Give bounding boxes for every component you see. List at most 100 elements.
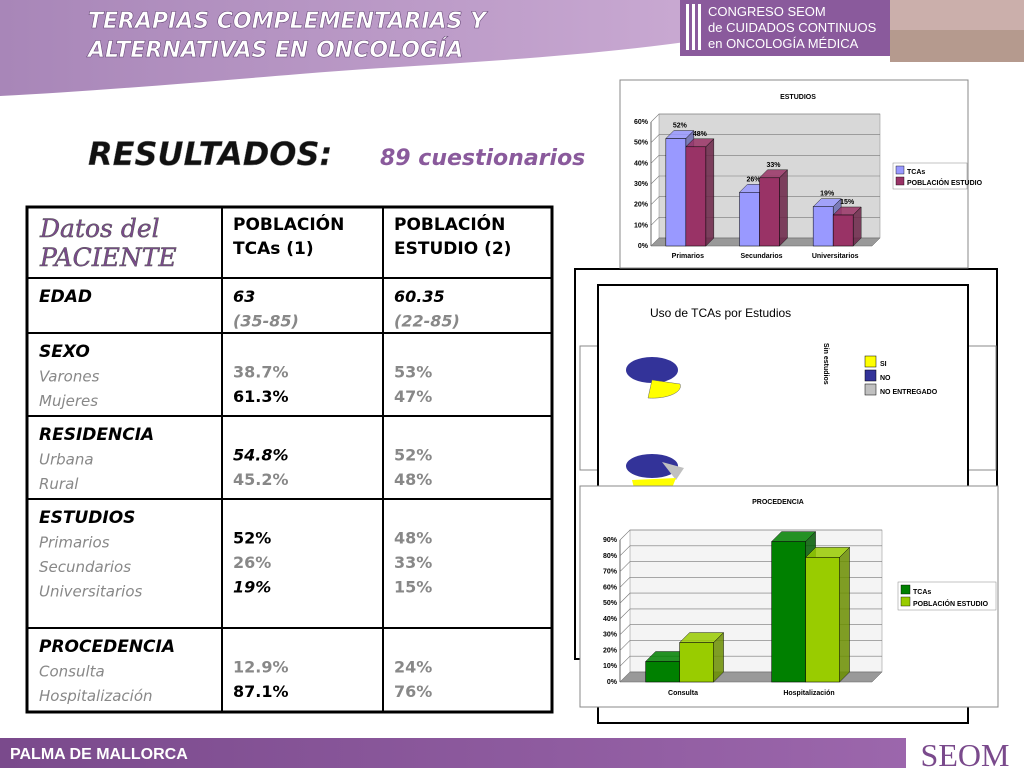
- row-item: Urbana: [39, 451, 94, 469]
- cell-value: 48%: [394, 529, 432, 548]
- row-item: Primarios: [39, 534, 110, 552]
- chart-title: Uso de TCAs por Estudios: [650, 306, 791, 320]
- legend-box: [897, 581, 997, 611]
- y-tick-label: 60%: [634, 119, 649, 126]
- header-title: TERAPIAS COMPLEMENTARIAS Y: [88, 9, 488, 34]
- bar: [679, 642, 714, 683]
- footer-bar: [0, 738, 1024, 768]
- y-tick-label: 20%: [634, 202, 649, 209]
- cell-value: 52%: [394, 446, 432, 465]
- bar-side: [779, 169, 788, 247]
- data-label: 48%: [693, 131, 708, 138]
- chart-title: ESTUDIOS: [780, 94, 816, 101]
- legend-swatch: [864, 355, 877, 368]
- congress-text: CONGRESO SEOM: [708, 4, 826, 19]
- cell-value: 53%: [394, 363, 432, 382]
- cell-value: 76%: [394, 682, 432, 701]
- bar-side: [705, 138, 715, 247]
- grid-line: [650, 196, 880, 205]
- row-item: Hospitalización: [39, 687, 153, 705]
- grid-line: [650, 134, 880, 143]
- grid-line: [619, 529, 882, 541]
- legend-label: POBLACIÓN ESTUDIO: [913, 599, 989, 608]
- bar: [645, 661, 680, 683]
- row-label: EDAD: [39, 287, 92, 307]
- x-tick-label: Universitarios: [812, 253, 859, 260]
- legend-box: [892, 162, 968, 190]
- bar: [739, 192, 760, 247]
- results-subtitle: 89 cuestionarios: [380, 146, 585, 171]
- header-title: ALTERNATIVAS EN ONCOLOGÍA: [86, 37, 463, 63]
- header-cell: TCAs (1): [233, 239, 314, 259]
- cell-value: 15%: [394, 578, 432, 597]
- row-item: Varones: [39, 368, 100, 386]
- header-cell: POBLACIÓN: [233, 213, 344, 235]
- x-tick-label: Hospitalización: [783, 690, 834, 697]
- cell-value: 52%: [233, 529, 271, 548]
- x-tick-label: Primarios: [672, 253, 704, 260]
- congress-text: de CUIDADOS CONTINUOS: [708, 20, 877, 35]
- legend-swatch: [864, 383, 877, 396]
- grid-line: [650, 237, 880, 247]
- legend-swatch: [900, 596, 911, 607]
- legend-label: SI: [880, 361, 887, 368]
- y-tick-label: 50%: [634, 140, 649, 147]
- legend-label: POBLACIÓN ESTUDIO: [907, 178, 983, 187]
- grid-line: [650, 217, 880, 226]
- header-cell: Datos del: [39, 214, 160, 243]
- charts: ESTUDIOS 0% 10% 20% 30% 40% 50% 60% Primarios 52%…: [603, 94, 997, 697]
- cell-value: 26%: [233, 553, 271, 572]
- footer-logo-bg: [906, 738, 1024, 768]
- row-item: Secundarios: [39, 558, 131, 576]
- data-label: 52%: [673, 123, 688, 130]
- x-tick-label: Secundarios: [740, 253, 782, 260]
- tree-blossom: [890, 0, 1024, 30]
- cell-value: 61.3%: [233, 387, 289, 406]
- legend-label: TCAs: [913, 589, 931, 596]
- logo-bar: [698, 4, 701, 50]
- bar: [759, 177, 780, 247]
- row-item: Consulta: [39, 663, 105, 681]
- grid-line: [650, 113, 880, 123]
- logo-bar: [686, 4, 689, 50]
- header-cell: POBLACIÓN: [394, 213, 505, 235]
- y-tick-label: 70%: [603, 569, 618, 576]
- data-label: 19%: [820, 191, 835, 198]
- header-cell: PACIENTE: [39, 243, 177, 272]
- logo-bar: [692, 4, 695, 50]
- legend-label: TCAs: [907, 169, 925, 176]
- y-tick-label: 40%: [603, 616, 618, 623]
- y-tick-label: 30%: [634, 181, 649, 188]
- bar: [805, 557, 840, 683]
- bar: [665, 138, 687, 247]
- legend-swatch: [864, 369, 877, 382]
- cell-value: (35-85): [233, 312, 299, 331]
- cell-value: 12.9%: [233, 658, 289, 677]
- pie-slice: [626, 357, 678, 383]
- data-label: 33%: [766, 162, 781, 169]
- x-tick-label: Consulta: [668, 690, 698, 697]
- data-label: 15%: [840, 199, 855, 206]
- legend-swatch: [895, 165, 905, 175]
- row-label: RESIDENCIA: [39, 425, 154, 445]
- row-item: Universitarios: [39, 583, 142, 601]
- cell-value: 45.2%: [233, 470, 289, 489]
- cell-value: 33%: [394, 553, 432, 572]
- bar: [812, 206, 834, 247]
- chart-title: PROCEDENCIA: [752, 499, 804, 506]
- footer-logo: SEOM: [921, 737, 1010, 768]
- y-tick-label: 0%: [607, 679, 618, 686]
- bar: [771, 541, 806, 683]
- y-tick-label: 10%: [634, 222, 649, 229]
- row-item: Rural: [39, 475, 79, 493]
- grid-line: [650, 155, 880, 164]
- cell-value: 48%: [394, 470, 432, 489]
- y-tick-label: 0%: [638, 243, 649, 250]
- legend-label: NO ENTREGADO: [880, 389, 938, 396]
- row-item: Mujeres: [39, 392, 98, 410]
- row-label: SEXO: [39, 342, 90, 362]
- pie-slice: [626, 454, 678, 478]
- row-label: PROCEDENCIA: [39, 637, 175, 657]
- legend-swatch: [900, 584, 911, 595]
